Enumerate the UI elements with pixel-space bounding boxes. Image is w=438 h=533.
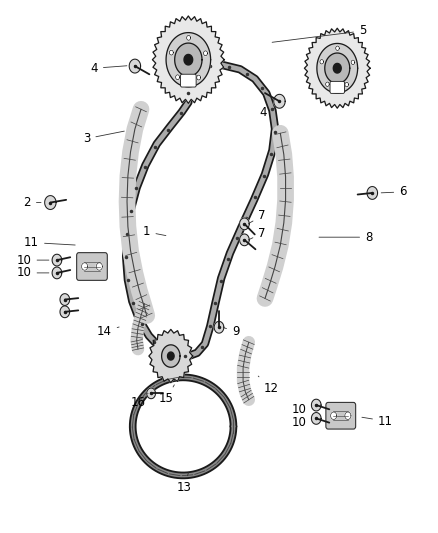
Polygon shape	[345, 412, 351, 419]
Polygon shape	[45, 196, 56, 209]
Polygon shape	[325, 82, 329, 86]
Polygon shape	[311, 399, 321, 411]
FancyBboxPatch shape	[326, 402, 356, 429]
Text: 4: 4	[259, 107, 276, 119]
FancyBboxPatch shape	[180, 74, 196, 87]
Text: 7: 7	[249, 227, 266, 240]
Polygon shape	[197, 75, 201, 80]
Polygon shape	[166, 33, 211, 87]
FancyBboxPatch shape	[77, 253, 107, 280]
Text: 2: 2	[23, 196, 41, 209]
Polygon shape	[214, 321, 224, 333]
Polygon shape	[129, 59, 141, 73]
Polygon shape	[96, 263, 102, 270]
Polygon shape	[320, 60, 324, 64]
Polygon shape	[162, 345, 180, 367]
Polygon shape	[149, 329, 193, 383]
Polygon shape	[274, 94, 285, 108]
Polygon shape	[60, 294, 70, 305]
Polygon shape	[331, 412, 337, 419]
Polygon shape	[311, 413, 321, 424]
Text: 11: 11	[24, 236, 75, 249]
Polygon shape	[351, 60, 355, 64]
Polygon shape	[152, 16, 224, 103]
Polygon shape	[240, 234, 249, 246]
Text: 1: 1	[143, 225, 166, 238]
Text: 9: 9	[223, 325, 240, 338]
Polygon shape	[317, 44, 357, 93]
Text: 16: 16	[131, 393, 148, 409]
Text: 6: 6	[381, 185, 407, 198]
Polygon shape	[304, 28, 370, 108]
Polygon shape	[204, 51, 208, 55]
Polygon shape	[333, 63, 341, 73]
Polygon shape	[175, 43, 202, 76]
Text: 10: 10	[291, 403, 312, 416]
Text: 13: 13	[177, 473, 191, 494]
Polygon shape	[187, 35, 191, 41]
Polygon shape	[81, 263, 88, 270]
Text: 5: 5	[272, 25, 366, 42]
Polygon shape	[60, 306, 70, 318]
Polygon shape	[240, 218, 249, 230]
Text: 7: 7	[248, 209, 266, 223]
Text: 15: 15	[159, 385, 174, 405]
Text: 4: 4	[90, 62, 127, 75]
Text: 10: 10	[291, 416, 312, 429]
Polygon shape	[170, 50, 173, 55]
Polygon shape	[325, 53, 350, 83]
Text: 3: 3	[83, 131, 124, 145]
Polygon shape	[52, 267, 62, 279]
Polygon shape	[336, 46, 339, 51]
Polygon shape	[147, 388, 155, 399]
FancyBboxPatch shape	[330, 82, 344, 93]
Text: 10: 10	[17, 266, 49, 279]
Polygon shape	[367, 187, 378, 199]
Text: 10: 10	[17, 254, 49, 266]
Text: 14: 14	[97, 325, 119, 338]
Polygon shape	[345, 83, 349, 87]
Polygon shape	[184, 54, 193, 65]
Text: 8: 8	[319, 231, 372, 244]
Polygon shape	[176, 75, 180, 79]
Text: 11: 11	[362, 415, 393, 427]
Polygon shape	[168, 352, 174, 360]
Text: 12: 12	[258, 376, 278, 394]
Polygon shape	[52, 254, 62, 266]
